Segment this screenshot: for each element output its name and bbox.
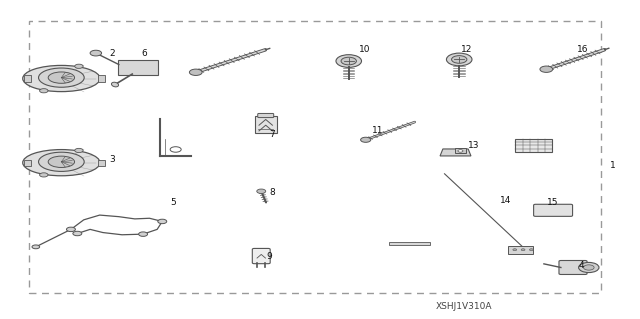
Circle shape (529, 249, 533, 251)
FancyBboxPatch shape (99, 160, 104, 166)
FancyBboxPatch shape (24, 75, 31, 82)
Circle shape (447, 53, 472, 66)
Circle shape (75, 148, 83, 152)
Text: 4: 4 (579, 261, 585, 271)
Text: 6: 6 (141, 48, 147, 58)
Ellipse shape (38, 68, 84, 87)
Circle shape (139, 232, 148, 236)
Circle shape (73, 231, 82, 236)
Text: 9: 9 (266, 252, 272, 261)
Polygon shape (440, 149, 471, 156)
Circle shape (521, 249, 525, 251)
FancyBboxPatch shape (24, 160, 31, 166)
FancyBboxPatch shape (534, 204, 573, 216)
Text: 5: 5 (170, 198, 176, 207)
Circle shape (513, 249, 516, 251)
FancyBboxPatch shape (252, 249, 270, 264)
Circle shape (158, 219, 167, 224)
Text: XSHJ1V310A: XSHJ1V310A (435, 302, 492, 311)
Circle shape (336, 55, 362, 67)
FancyBboxPatch shape (255, 116, 276, 133)
Circle shape (360, 137, 371, 142)
Ellipse shape (111, 82, 118, 87)
Text: 8: 8 (269, 188, 275, 197)
Circle shape (584, 265, 594, 270)
Circle shape (458, 150, 463, 152)
Circle shape (40, 173, 48, 177)
Text: 14: 14 (499, 196, 511, 205)
Text: 12: 12 (461, 45, 472, 55)
Text: 1: 1 (610, 161, 615, 170)
Circle shape (257, 189, 266, 194)
Ellipse shape (23, 65, 100, 92)
Text: 16: 16 (577, 45, 589, 55)
Text: 3: 3 (109, 155, 115, 164)
Circle shape (579, 263, 599, 272)
Circle shape (189, 69, 202, 76)
Text: 15: 15 (547, 198, 559, 207)
FancyBboxPatch shape (258, 114, 274, 118)
FancyBboxPatch shape (455, 148, 466, 153)
Ellipse shape (48, 72, 74, 83)
Circle shape (452, 56, 467, 63)
Circle shape (540, 66, 553, 72)
FancyBboxPatch shape (508, 246, 533, 254)
Text: 10: 10 (359, 45, 371, 55)
Ellipse shape (23, 150, 100, 176)
Circle shape (40, 89, 48, 93)
Circle shape (67, 227, 76, 232)
Ellipse shape (48, 156, 74, 167)
Text: 2: 2 (109, 48, 115, 58)
Text: 13: 13 (467, 141, 479, 150)
Circle shape (170, 147, 181, 152)
Circle shape (32, 245, 40, 249)
Circle shape (75, 64, 83, 68)
Ellipse shape (38, 152, 84, 171)
Text: 11: 11 (372, 126, 383, 135)
Bar (388, 242, 430, 245)
Text: 7: 7 (269, 130, 275, 138)
Bar (515, 138, 552, 152)
Circle shape (90, 50, 102, 56)
Circle shape (341, 57, 356, 65)
FancyBboxPatch shape (559, 261, 587, 274)
FancyBboxPatch shape (99, 75, 104, 82)
FancyBboxPatch shape (118, 60, 159, 75)
